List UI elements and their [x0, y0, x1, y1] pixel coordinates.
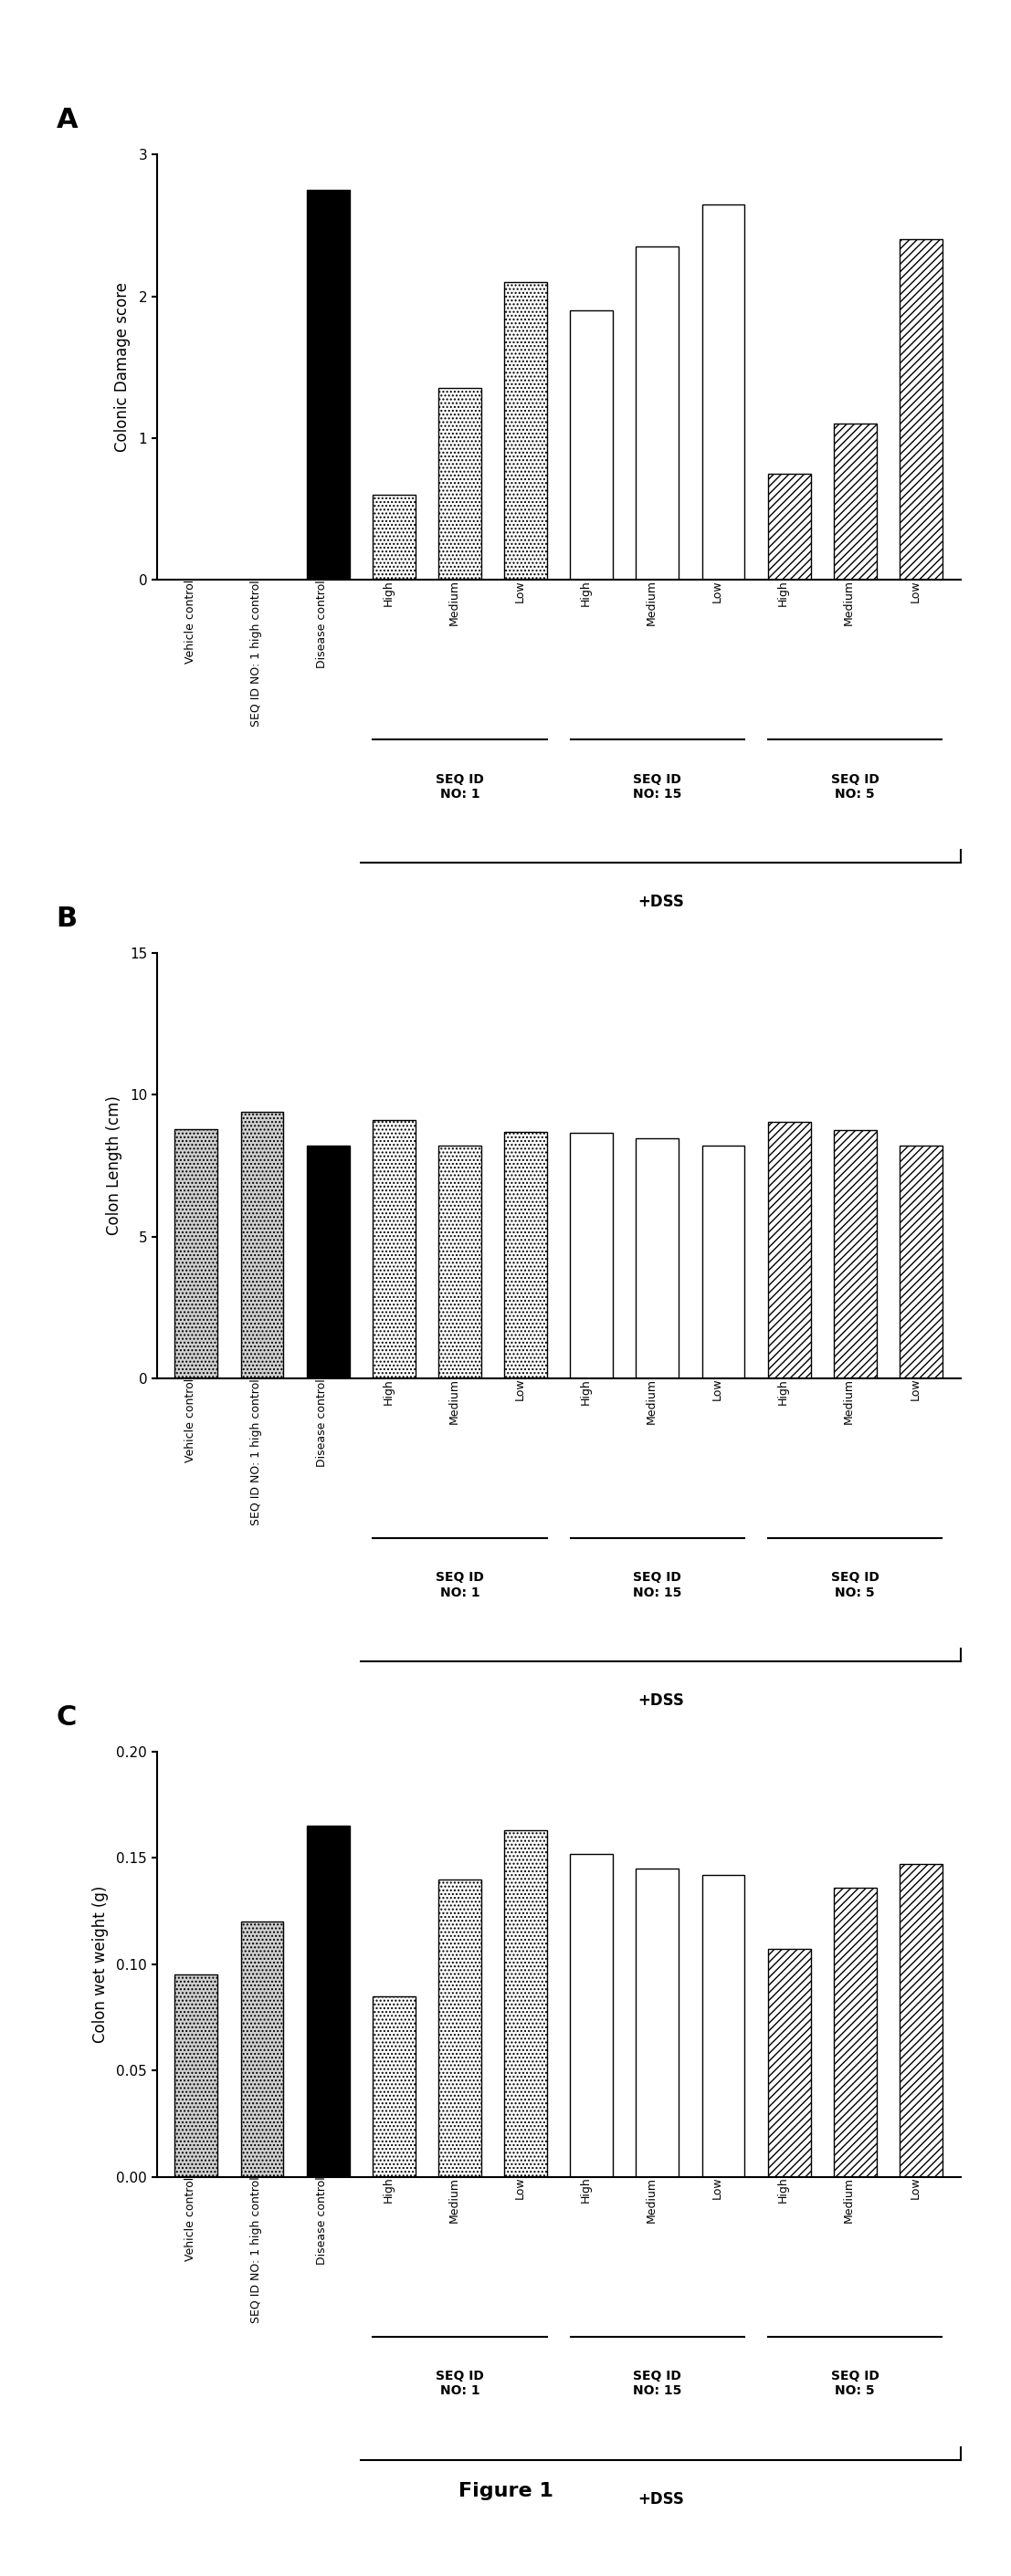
Text: Low: Low: [909, 580, 921, 603]
Text: SEQ ID
NO: 5: SEQ ID NO: 5: [831, 1571, 880, 1600]
Bar: [570, 309, 613, 580]
Bar: [702, 1146, 745, 1378]
Y-axis label: Colon Length (cm): Colon Length (cm): [105, 1095, 122, 1236]
Text: A: A: [57, 106, 78, 134]
Text: Medium: Medium: [646, 2177, 657, 2223]
Text: Vehicle control: Vehicle control: [184, 1378, 196, 1463]
Text: Disease control: Disease control: [316, 1378, 328, 1466]
Text: SEQ ID
NO: 15: SEQ ID NO: 15: [633, 1571, 681, 1600]
Text: High: High: [777, 580, 790, 605]
Bar: [175, 1976, 217, 2177]
Text: Figure 1: Figure 1: [458, 2481, 553, 2501]
Text: High: High: [579, 1378, 591, 1404]
Text: Medium: Medium: [448, 580, 460, 626]
Bar: [900, 240, 942, 580]
Text: +DSS: +DSS: [638, 1692, 683, 1708]
Bar: [834, 1888, 877, 2177]
Text: High: High: [777, 1378, 790, 1404]
Text: SEQ ID
NO: 15: SEQ ID NO: 15: [633, 2370, 681, 2398]
Text: SEQ ID
NO: 1: SEQ ID NO: 1: [436, 1571, 484, 1600]
Text: Medium: Medium: [843, 1378, 855, 1425]
Text: Medium: Medium: [448, 2177, 460, 2223]
Text: High: High: [382, 2177, 394, 2202]
Y-axis label: Colon wet weight (g): Colon wet weight (g): [92, 1886, 109, 2043]
Bar: [636, 1868, 678, 2177]
Text: +DSS: +DSS: [638, 894, 683, 909]
Bar: [570, 1133, 613, 1378]
Bar: [439, 389, 481, 580]
Text: SEQ ID NO: 1 high control: SEQ ID NO: 1 high control: [251, 580, 262, 726]
Bar: [834, 422, 877, 580]
Text: B: B: [57, 904, 78, 933]
Text: SEQ ID
NO: 5: SEQ ID NO: 5: [831, 2370, 880, 2398]
Text: Low: Low: [514, 580, 526, 603]
Bar: [241, 1113, 283, 1378]
Text: High: High: [579, 2177, 591, 2202]
Bar: [504, 1131, 547, 1378]
Bar: [834, 1131, 877, 1378]
Text: Medium: Medium: [448, 1378, 460, 1425]
Bar: [900, 1865, 942, 2177]
Bar: [306, 191, 350, 580]
Bar: [306, 1146, 350, 1378]
Bar: [372, 495, 416, 580]
Text: +DSS: +DSS: [638, 2491, 683, 2506]
Text: Low: Low: [712, 2177, 723, 2200]
Text: Low: Low: [909, 2177, 921, 2200]
Text: Medium: Medium: [843, 580, 855, 626]
Text: SEQ ID
NO: 15: SEQ ID NO: 15: [633, 773, 681, 801]
Text: Low: Low: [712, 1378, 723, 1401]
Bar: [241, 1922, 283, 2177]
Text: Low: Low: [514, 1378, 526, 1401]
Text: SEQ ID
NO: 1: SEQ ID NO: 1: [436, 773, 484, 801]
Bar: [767, 1950, 811, 2177]
Text: High: High: [382, 580, 394, 605]
Bar: [636, 1139, 678, 1378]
Bar: [306, 1826, 350, 2177]
Bar: [702, 204, 745, 580]
Bar: [767, 474, 811, 580]
Text: SEQ ID NO: 1 high control: SEQ ID NO: 1 high control: [251, 2177, 262, 2324]
Bar: [900, 1146, 942, 1378]
Text: SEQ ID NO: 1 high control: SEQ ID NO: 1 high control: [251, 1378, 262, 1525]
Bar: [504, 281, 547, 580]
Text: C: C: [57, 1703, 77, 1731]
Bar: [767, 1121, 811, 1378]
Text: High: High: [777, 2177, 790, 2202]
Bar: [439, 1880, 481, 2177]
Bar: [702, 1875, 745, 2177]
Text: High: High: [579, 580, 591, 605]
Text: Medium: Medium: [646, 1378, 657, 1425]
Text: Medium: Medium: [646, 580, 657, 626]
Bar: [372, 1121, 416, 1378]
Text: SEQ ID
NO: 5: SEQ ID NO: 5: [831, 773, 880, 801]
Text: Disease control: Disease control: [316, 2177, 328, 2264]
Text: Low: Low: [514, 2177, 526, 2200]
Bar: [372, 1996, 416, 2177]
Bar: [175, 1128, 217, 1378]
Text: Low: Low: [712, 580, 723, 603]
Bar: [636, 247, 678, 580]
Text: Low: Low: [909, 1378, 921, 1401]
Text: Vehicle control: Vehicle control: [184, 580, 196, 665]
Text: Medium: Medium: [843, 2177, 855, 2223]
Text: High: High: [382, 1378, 394, 1404]
Text: Disease control: Disease control: [316, 580, 328, 667]
Bar: [504, 1832, 547, 2177]
Bar: [439, 1146, 481, 1378]
Text: SEQ ID
NO: 1: SEQ ID NO: 1: [436, 2370, 484, 2398]
Y-axis label: Colonic Damage score: Colonic Damage score: [114, 283, 130, 451]
Text: Vehicle control: Vehicle control: [184, 2177, 196, 2262]
Bar: [570, 1855, 613, 2177]
